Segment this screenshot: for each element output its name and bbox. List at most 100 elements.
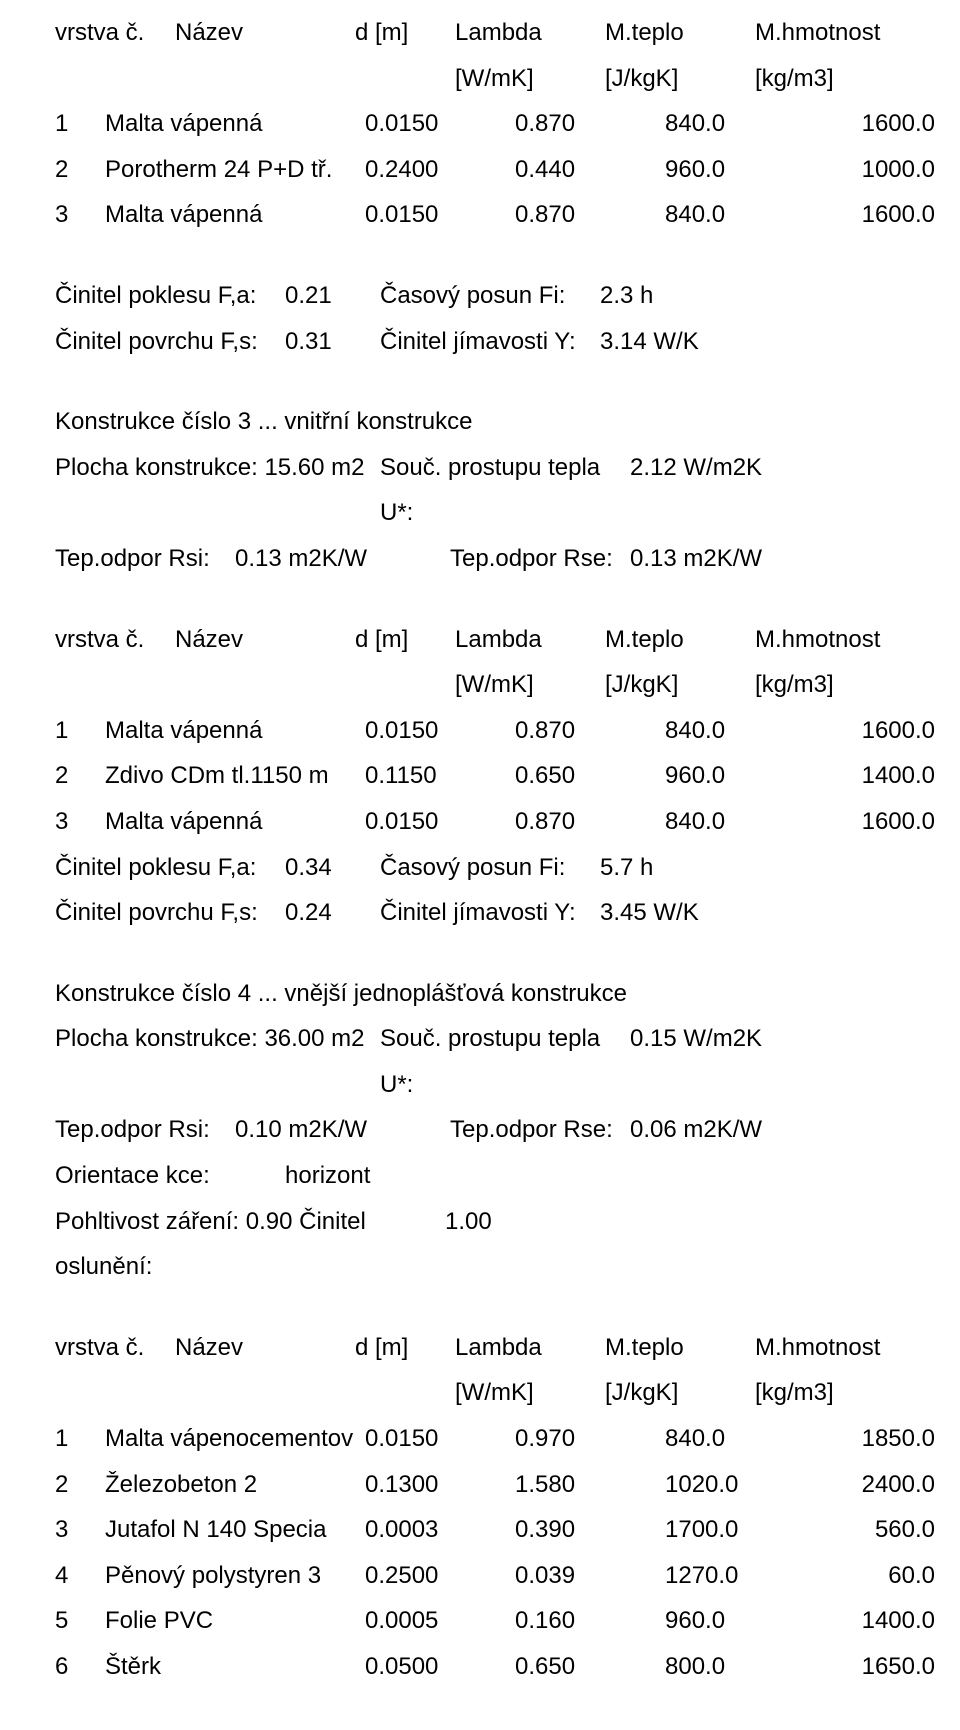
- table-row: 6Štěrk0.05000.650800.01650.0: [55, 1644, 905, 1690]
- table-header: vrstva č. Název d [m] Lambda M.teplo M.h…: [55, 617, 905, 663]
- row-name: Malta vápenná: [105, 192, 365, 238]
- row-name: Železobeton 2: [105, 1462, 365, 1508]
- row-val: 1700.0: [665, 1507, 815, 1553]
- row-val: 1000.0: [815, 147, 935, 193]
- row-val: 0.1150: [365, 753, 515, 799]
- row-val: 1400.0: [815, 1598, 935, 1644]
- row-val: 60.0: [815, 1553, 935, 1599]
- row-val: 1850.0: [815, 1416, 935, 1462]
- table-row: 1Malta vápenná0.01500.870840.01600.0: [55, 708, 905, 754]
- row-val: 0.2500: [365, 1553, 515, 1599]
- row-val: 0.390: [515, 1507, 665, 1553]
- hdr-dm: d [m]: [355, 10, 455, 56]
- table-header: vrstva č. Název d [m] Lambda M.teplo M.h…: [55, 10, 905, 56]
- konstrukce-4-title: Konstrukce číslo 4 ... vnější jednoplášť…: [55, 971, 905, 1017]
- row-val: 0.870: [515, 192, 665, 238]
- table-row: 1Malta vápenná0.01500.870840.01600.0: [55, 101, 905, 147]
- table-header: vrstva č. Název d [m] Lambda M.teplo M.h…: [55, 1325, 905, 1371]
- row-name: Malta vápenná: [105, 708, 365, 754]
- row-name: Zdivo CDm tl.1150 m: [105, 753, 365, 799]
- table-row: 3Malta vápenná0.01500.870840.01600.0: [55, 192, 905, 238]
- row-index: 3: [55, 192, 105, 238]
- header-units: [W/mK] [J/kgK] [kg/m3]: [455, 56, 905, 102]
- row-val: 1270.0: [665, 1553, 815, 1599]
- tepodpor-4: Tep.odpor Rsi: 0.10 m2K/W Tep.odpor Rse:…: [55, 1107, 905, 1153]
- row-val: 1600.0: [815, 101, 935, 147]
- plocha-3: Plocha konstrukce: 15.60 m2 Souč. prostu…: [55, 445, 905, 536]
- row-val: 0.039: [515, 1553, 665, 1599]
- row-val: 0.970: [515, 1416, 665, 1462]
- row-val: 960.0: [665, 147, 815, 193]
- row-name: Štěrk: [105, 1644, 365, 1690]
- hdr-nazev: Název: [175, 10, 355, 56]
- row-val: 0.440: [515, 147, 665, 193]
- unit-wmk: [W/mK]: [455, 56, 605, 102]
- row-val: 1600.0: [815, 192, 935, 238]
- row-name: Malta vápenná: [105, 799, 365, 845]
- cinitel-poklesu: Činitel poklesu F,a: 0.34 Časový posun F…: [55, 845, 905, 891]
- row-index: 2: [55, 753, 105, 799]
- unit-kgm3: [kg/m3]: [755, 56, 905, 102]
- table-row: 2Zdivo CDm tl.1150 m0.11500.650960.01400…: [55, 753, 905, 799]
- row-val: 1650.0: [815, 1644, 935, 1690]
- row-val: 960.0: [665, 1598, 815, 1644]
- row-name: Pěnový polystyren 3: [105, 1553, 365, 1599]
- row-index: 1: [55, 708, 105, 754]
- table-row: 3Malta vápenná0.01500.870840.01600.0: [55, 799, 905, 845]
- header-units: [W/mK] [J/kgK] [kg/m3]: [455, 1370, 905, 1416]
- row-val: 840.0: [665, 192, 815, 238]
- row-val: 560.0: [815, 1507, 935, 1553]
- row-val: 0.870: [515, 101, 665, 147]
- plocha-4: Plocha konstrukce: 36.00 m2 Souč. prostu…: [55, 1016, 905, 1107]
- row-index: 2: [55, 1462, 105, 1508]
- row-name: Jutafol N 140 Specia: [105, 1507, 365, 1553]
- table-row: 2Porotherm 24 P+D tř.0.24000.440960.0100…: [55, 147, 905, 193]
- row-val: 0.650: [515, 1644, 665, 1690]
- konstrukce-3-title: Konstrukce číslo 3 ... vnitřní konstrukc…: [55, 399, 905, 445]
- row-val: 0.1300: [365, 1462, 515, 1508]
- table-row: 1Malta vápenocementov0.01500.970840.0185…: [55, 1416, 905, 1462]
- table-row: 3Jutafol N 140 Specia0.00030.3901700.056…: [55, 1507, 905, 1553]
- row-index: 3: [55, 799, 105, 845]
- row-val: 1020.0: [665, 1462, 815, 1508]
- row-val: 960.0: [665, 753, 815, 799]
- hdr-lambda: Lambda: [455, 10, 605, 56]
- row-val: 0.870: [515, 708, 665, 754]
- cinitel-poklesu: Činitel poklesu F,a: 0.21 Časový posun F…: [55, 273, 905, 319]
- cinitel-povrchu: Činitel povrchu F,s: 0.31 Činitel jímavo…: [55, 319, 905, 365]
- header-units: [W/mK] [J/kgK] [kg/m3]: [455, 662, 905, 708]
- row-val: 1600.0: [815, 799, 935, 845]
- row-index: 6: [55, 1644, 105, 1690]
- row-val: 0.0005: [365, 1598, 515, 1644]
- row-val: 2400.0: [815, 1462, 935, 1508]
- hdr-mteplo: M.teplo: [605, 10, 755, 56]
- row-val: 0.0150: [365, 1416, 515, 1462]
- row-index: 5: [55, 1598, 105, 1644]
- row-val: 840.0: [665, 708, 815, 754]
- row-val: 800.0: [665, 1644, 815, 1690]
- row-name: Folie PVC: [105, 1598, 365, 1644]
- row-val: 0.0150: [365, 799, 515, 845]
- row-val: 0.0150: [365, 192, 515, 238]
- row-val: 0.0003: [365, 1507, 515, 1553]
- row-val: 1600.0: [815, 708, 935, 754]
- row-val: 0.2400: [365, 147, 515, 193]
- row-val: 0.0150: [365, 708, 515, 754]
- row-index: 4: [55, 1553, 105, 1599]
- hdr-vrstva: vrstva č.: [55, 10, 175, 56]
- row-index: 1: [55, 1416, 105, 1462]
- row-val: 840.0: [665, 101, 815, 147]
- row-val: 840.0: [665, 1416, 815, 1462]
- row-val: 0.160: [515, 1598, 665, 1644]
- row-val: 0.870: [515, 799, 665, 845]
- row-val: 1400.0: [815, 753, 935, 799]
- row-val: 0.0500: [365, 1644, 515, 1690]
- table-row: 5Folie PVC0.00050.160960.01400.0: [55, 1598, 905, 1644]
- row-name: Malta vápenná: [105, 101, 365, 147]
- row-val: 1.580: [515, 1462, 665, 1508]
- row-name: Porotherm 24 P+D tř.: [105, 147, 365, 193]
- tepodpor-3: Tep.odpor Rsi: 0.13 m2K/W Tep.odpor Rse:…: [55, 536, 905, 582]
- table-row: 2Železobeton 20.13001.5801020.02400.0: [55, 1462, 905, 1508]
- table-row: 4Pěnový polystyren 30.25000.0391270.060.…: [55, 1553, 905, 1599]
- row-index: 3: [55, 1507, 105, 1553]
